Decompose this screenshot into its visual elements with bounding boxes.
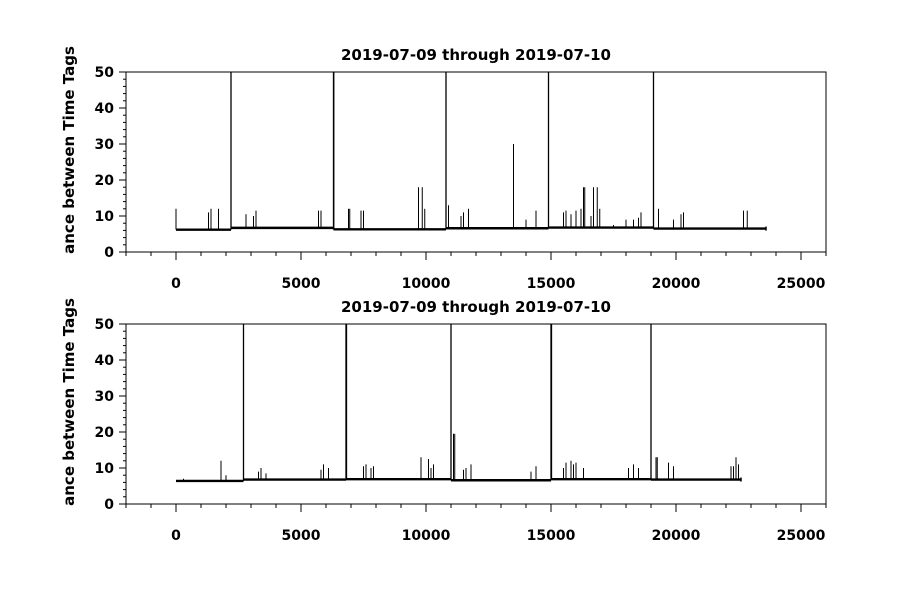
x-tick-label: 20000: [652, 528, 701, 544]
x-tick-label: 25000: [777, 276, 826, 292]
x-tick-label: 0: [171, 528, 181, 544]
x-tick-label: 0: [171, 276, 181, 292]
x-tick-label: 15000: [527, 276, 576, 292]
y-tick-label: 40: [95, 101, 115, 117]
y-axis-label: ance between Time Tags: [60, 298, 78, 506]
chart-title: 2019-07-09 through 2019-07-10: [341, 298, 611, 316]
y-tick-label: 30: [95, 389, 115, 405]
y-tick-label: 10: [95, 461, 115, 477]
chart-title: 2019-07-09 through 2019-07-10: [341, 46, 611, 64]
x-tick-label: 5000: [282, 528, 321, 544]
y-tick-label: 0: [104, 497, 114, 513]
y-tick-label: 50: [95, 65, 115, 81]
y-tick-label: 10: [95, 209, 115, 225]
chart-panel-bottom: 2019-07-09 through 2019-07-10 ance betwee…: [60, 298, 827, 544]
y-tick-label: 50: [95, 317, 115, 333]
y-tick-label: 20: [95, 173, 115, 189]
x-tick-label: 15000: [527, 528, 576, 544]
x-tick-label: 5000: [282, 276, 321, 292]
y-tick-label: 0: [104, 245, 114, 261]
x-tick-label: 10000: [402, 276, 451, 292]
x-tick-label: 10000: [402, 528, 451, 544]
plot-frame: [125, 323, 827, 505]
chart-panel-top: 2019-07-09 through 2019-07-10 ance betwee…: [60, 46, 827, 292]
y-axis-label: ance between Time Tags: [60, 46, 78, 254]
x-tick-label: 20000: [652, 276, 701, 292]
y-tick-label: 20: [95, 425, 115, 441]
x-tick-label: 25000: [777, 528, 826, 544]
y-tick-label: 30: [95, 137, 115, 153]
y-tick-label: 40: [95, 353, 115, 369]
